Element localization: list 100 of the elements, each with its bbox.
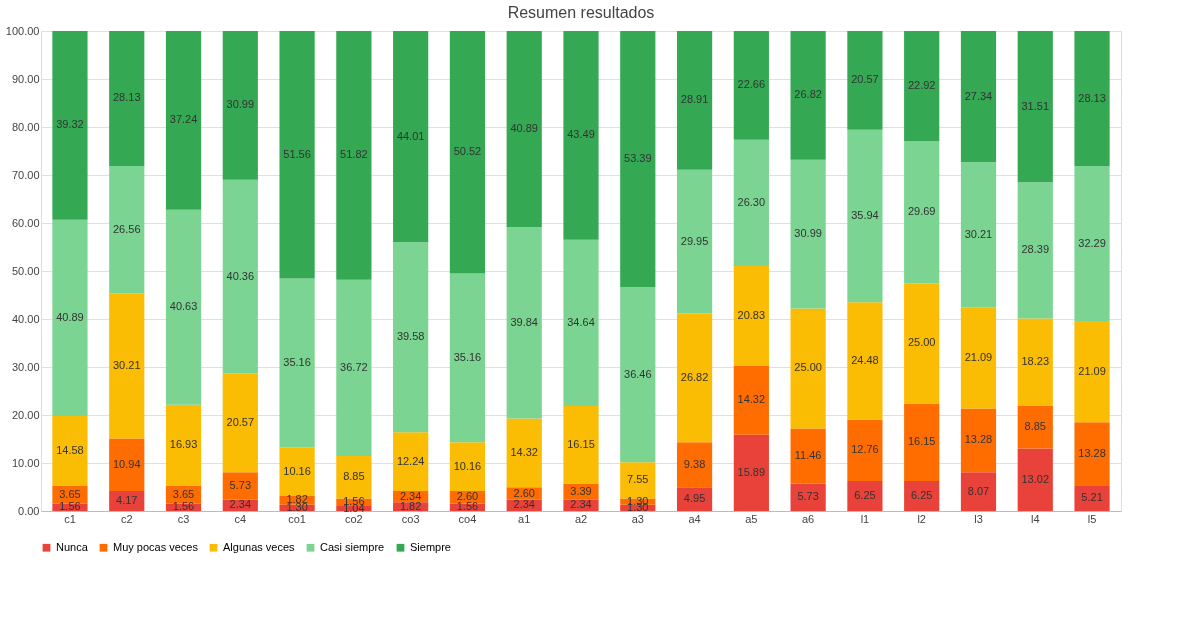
data-label: 15.89 — [737, 465, 766, 478]
data-label: 14.32 — [510, 445, 538, 458]
data-label: 6.25 — [854, 489, 876, 501]
data-label: 25.00 — [794, 361, 822, 374]
bar — [506, 227, 542, 419]
data-label: 21.09 — [1078, 364, 1106, 377]
data-label: 53.39 — [624, 152, 652, 165]
bar — [847, 419, 883, 481]
bar — [165, 30, 202, 210]
data-label: 28.39 — [1021, 243, 1050, 256]
data-label: 37.24 — [169, 113, 198, 126]
bar — [676, 169, 713, 314]
data-label: 10.16 — [283, 464, 311, 477]
bar — [109, 30, 145, 166]
bar — [393, 31, 429, 243]
data-label: 6.25 — [910, 489, 933, 501]
bar — [1017, 31, 1053, 183]
bar — [109, 438, 145, 491]
bar — [790, 31, 826, 160]
data-label: 44.01 — [396, 129, 425, 142]
data-label: 25.00 — [907, 336, 936, 349]
data-label: 28.91 — [680, 93, 709, 106]
bar — [279, 278, 315, 448]
y-tick-label: 100.00 — [5, 24, 40, 37]
bar — [52, 416, 88, 486]
y-tick-label: 20.00 — [11, 408, 40, 421]
data-label: 2.34 — [229, 498, 252, 511]
bar — [563, 30, 599, 240]
data-label: 35.16 — [453, 350, 482, 363]
bar — [960, 307, 997, 409]
data-label: 4.17 — [116, 493, 138, 506]
x-tick-label: c3 — [177, 512, 190, 525]
data-label: 8.85 — [343, 470, 365, 483]
y-tick-label: 30.00 — [11, 360, 40, 373]
bar — [449, 31, 486, 274]
data-label: 4.95 — [683, 492, 706, 505]
bar — [1017, 318, 1053, 407]
y-tick-label: 50.00 — [11, 264, 40, 277]
bar — [336, 279, 372, 457]
y-tick-label: 60.00 — [11, 216, 40, 229]
bar — [449, 442, 486, 492]
bar — [676, 30, 713, 170]
data-label: 39.84 — [510, 315, 538, 328]
data-label: 2.34 — [513, 498, 535, 511]
data-label: 28.13 — [1078, 91, 1106, 104]
legend-label: Nunca — [56, 540, 89, 553]
x-tick-label: co1 — [288, 512, 306, 525]
x-tick-label: co3 — [401, 512, 420, 525]
bar — [506, 418, 542, 488]
x-tick-label: a6 — [802, 512, 815, 525]
legend-label: Casi siempre — [320, 540, 385, 553]
bar — [563, 405, 599, 484]
bar — [563, 239, 599, 406]
bar — [733, 139, 769, 267]
data-label: 30.99 — [794, 227, 822, 240]
x-tick-label: co2 — [345, 512, 363, 525]
data-label: 14.32 — [737, 393, 766, 406]
data-label: 29.69 — [907, 205, 936, 218]
data-label: 16.15 — [907, 435, 936, 448]
data-label: 35.16 — [283, 355, 311, 368]
bar — [222, 179, 258, 374]
bar — [1017, 182, 1053, 319]
data-label: 10.16 — [453, 459, 482, 472]
x-tick-label: l5 — [1087, 512, 1097, 525]
data-label: 7.55 — [627, 473, 649, 486]
x-tick-label: a4 — [688, 512, 701, 525]
bar — [790, 308, 826, 429]
data-label: 3.65 — [172, 487, 195, 500]
data-label: 26.82 — [794, 88, 822, 101]
chart-title: Resumen resultados — [507, 4, 655, 21]
bar — [222, 31, 258, 180]
bar — [960, 408, 997, 473]
bar — [222, 472, 258, 500]
data-label: 3.39 — [570, 484, 592, 497]
bar — [336, 31, 372, 280]
data-label: 43.49 — [567, 128, 595, 141]
data-label: 18.23 — [1021, 355, 1050, 368]
x-tick-label: c4 — [234, 512, 247, 525]
data-label: 12.24 — [396, 454, 425, 467]
y-tick-label: 70.00 — [11, 168, 40, 181]
bar — [109, 165, 145, 294]
data-label: 20.57 — [226, 415, 255, 428]
bar — [847, 481, 883, 511]
bar — [847, 31, 883, 130]
data-label: 2.60 — [456, 490, 479, 503]
bar — [620, 287, 656, 463]
data-label: 34.64 — [567, 315, 595, 328]
bar — [393, 432, 429, 492]
bar — [733, 31, 769, 140]
bar — [904, 30, 940, 141]
x-tick-label: c1 — [64, 512, 76, 525]
data-label: 9.38 — [683, 457, 706, 470]
data-label: 30.21 — [112, 358, 141, 371]
data-label: 1.56 — [456, 500, 479, 513]
bar — [449, 273, 486, 443]
y-tick-label: 0.00 — [18, 504, 40, 517]
bar — [733, 434, 769, 511]
bar — [790, 428, 826, 484]
data-label: 28.13 — [112, 91, 141, 104]
bar — [109, 293, 145, 439]
